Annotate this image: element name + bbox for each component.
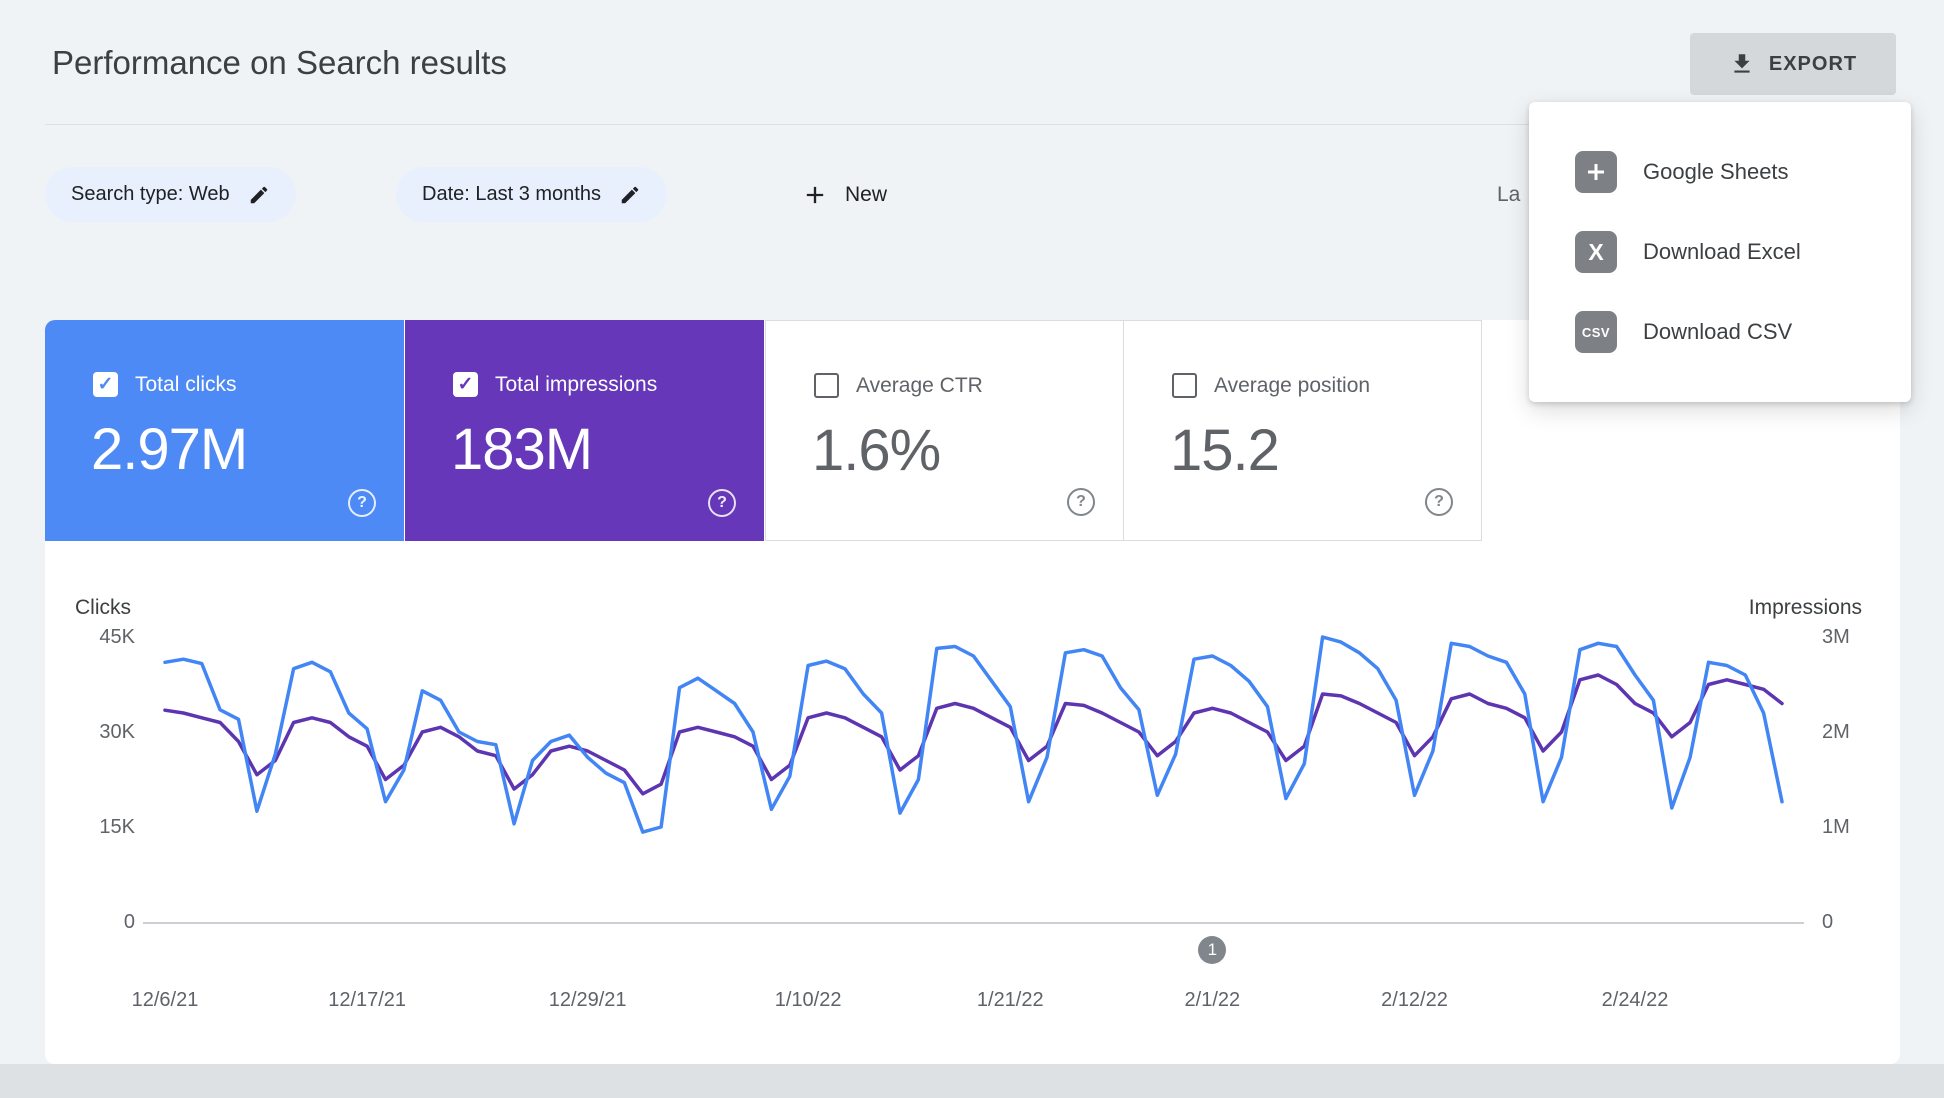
filter-chip-date-label: Date: Last 3 months: [422, 183, 601, 205]
plus-icon: [801, 181, 829, 209]
x-axis-label: 1/10/22: [774, 989, 842, 1011]
edit-pencil-icon[interactable]: [248, 184, 270, 206]
metric-value: 1.6%: [812, 418, 941, 483]
export-menu-item-label: Google Sheets: [1643, 159, 1789, 184]
right-axis-tick: 3M: [1822, 626, 1850, 648]
export-menu-item-label: Download Excel: [1643, 239, 1801, 264]
metric-value: 2.97M: [91, 417, 248, 482]
page-bottom-background: [0, 1064, 1944, 1098]
x-axis-label: 12/6/21: [131, 989, 199, 1011]
export-button-label: EXPORT: [1768, 52, 1858, 75]
metrics-row: ✓ Total clicks 2.97M ? ✓ Total impressio…: [45, 320, 1482, 541]
right-axis-tick: 2M: [1822, 721, 1850, 743]
impressions-line: [163, 673, 1784, 796]
left-axis-title: Clicks: [75, 596, 131, 619]
edit-pencil-icon[interactable]: [619, 184, 641, 206]
header-divider: [45, 124, 1900, 125]
checkbox-checked-icon[interactable]: ✓: [93, 372, 118, 397]
x-axis-label: 2/12/22: [1381, 989, 1448, 1011]
new-filter-button[interactable]: New: [795, 167, 893, 222]
metric-card-total-impressions[interactable]: ✓ Total impressions 183M ?: [405, 320, 764, 541]
metric-label: Average CTR: [856, 373, 983, 397]
performance-panel: ✓ Total clicks 2.97M ? ✓ Total impressio…: [45, 320, 1900, 1064]
metric-value: 183M: [451, 417, 593, 482]
right-axis-ticks: 3M 2M 1M 0: [1822, 626, 1912, 933]
performance-chart[interactable]: 12/6/21 12/17/21 12/29/21 1/10/22 1/21/22 2/1…: [132, 635, 1804, 1011]
metric-value: 15.2: [1170, 418, 1280, 483]
metric-label: Total impressions: [495, 372, 658, 396]
page-title: Performance on Search results: [52, 44, 507, 81]
left-axis-tick: 0: [123, 911, 135, 933]
help-icon[interactable]: ?: [1425, 488, 1453, 516]
x-axis-label: 2/1/22: [1184, 989, 1241, 1011]
x-axis-label: 2/24/22: [1601, 989, 1669, 1011]
right-axis-tick: 0: [1822, 911, 1834, 933]
right-axis-title: Impressions: [1748, 596, 1862, 619]
filter-chip-search-type[interactable]: Search type: Web: [45, 167, 296, 222]
left-axis-tick: 15K: [99, 816, 135, 838]
help-icon[interactable]: ?: [348, 489, 376, 517]
export-dropdown-menu: Google Sheets X Download Excel CSV Downl…: [1529, 102, 1911, 402]
x-axis-label: 12/17/21: [328, 989, 407, 1011]
export-button[interactable]: EXPORT: [1690, 33, 1896, 95]
download-icon: [1729, 51, 1755, 77]
export-menu-item-download-excel[interactable]: X Download Excel: [1529, 212, 1911, 292]
checkbox-unchecked-icon[interactable]: [1172, 373, 1197, 398]
google-sheets-icon: [1575, 151, 1617, 193]
metric-label: Total clicks: [135, 372, 237, 396]
left-axis-ticks: 45K 30K 15K 0: [59, 626, 135, 933]
right-axis-tick: 1M: [1822, 816, 1850, 838]
clicks-line: [163, 635, 1784, 834]
checkbox-checked-icon[interactable]: ✓: [453, 372, 478, 397]
export-menu-item-label: Download CSV: [1643, 319, 1793, 344]
x-axis-label: 12/29/21: [548, 989, 627, 1011]
metric-card-average-ctr[interactable]: Average CTR 1.6% ?: [765, 320, 1124, 541]
metric-label: Average position: [1214, 373, 1371, 397]
chart-annotation-marker[interactable]: 1: [1198, 936, 1227, 964]
export-menu-item-google-sheets[interactable]: Google Sheets: [1529, 132, 1911, 212]
left-axis-tick: 45K: [99, 626, 135, 648]
metric-card-total-clicks[interactable]: ✓ Total clicks 2.97M ?: [45, 320, 404, 541]
left-axis-tick: 30K: [99, 721, 135, 743]
csv-icon: CSV: [1575, 311, 1617, 353]
excel-icon: X: [1575, 231, 1617, 273]
help-icon[interactable]: ?: [1067, 488, 1095, 516]
new-filter-button-label: New: [845, 182, 888, 206]
help-icon[interactable]: ?: [708, 489, 736, 517]
metric-card-average-position[interactable]: Average position 15.2 ?: [1123, 320, 1482, 541]
x-axis-label: 1/21/22: [976, 989, 1044, 1011]
filter-chip-search-type-label: Search type: Web: [71, 183, 230, 205]
checkbox-unchecked-icon[interactable]: [814, 373, 839, 398]
last-updated-text-truncated: La: [1497, 183, 1521, 206]
export-menu-item-download-csv[interactable]: CSV Download CSV: [1529, 292, 1911, 372]
filter-chip-date[interactable]: Date: Last 3 months: [396, 167, 667, 222]
